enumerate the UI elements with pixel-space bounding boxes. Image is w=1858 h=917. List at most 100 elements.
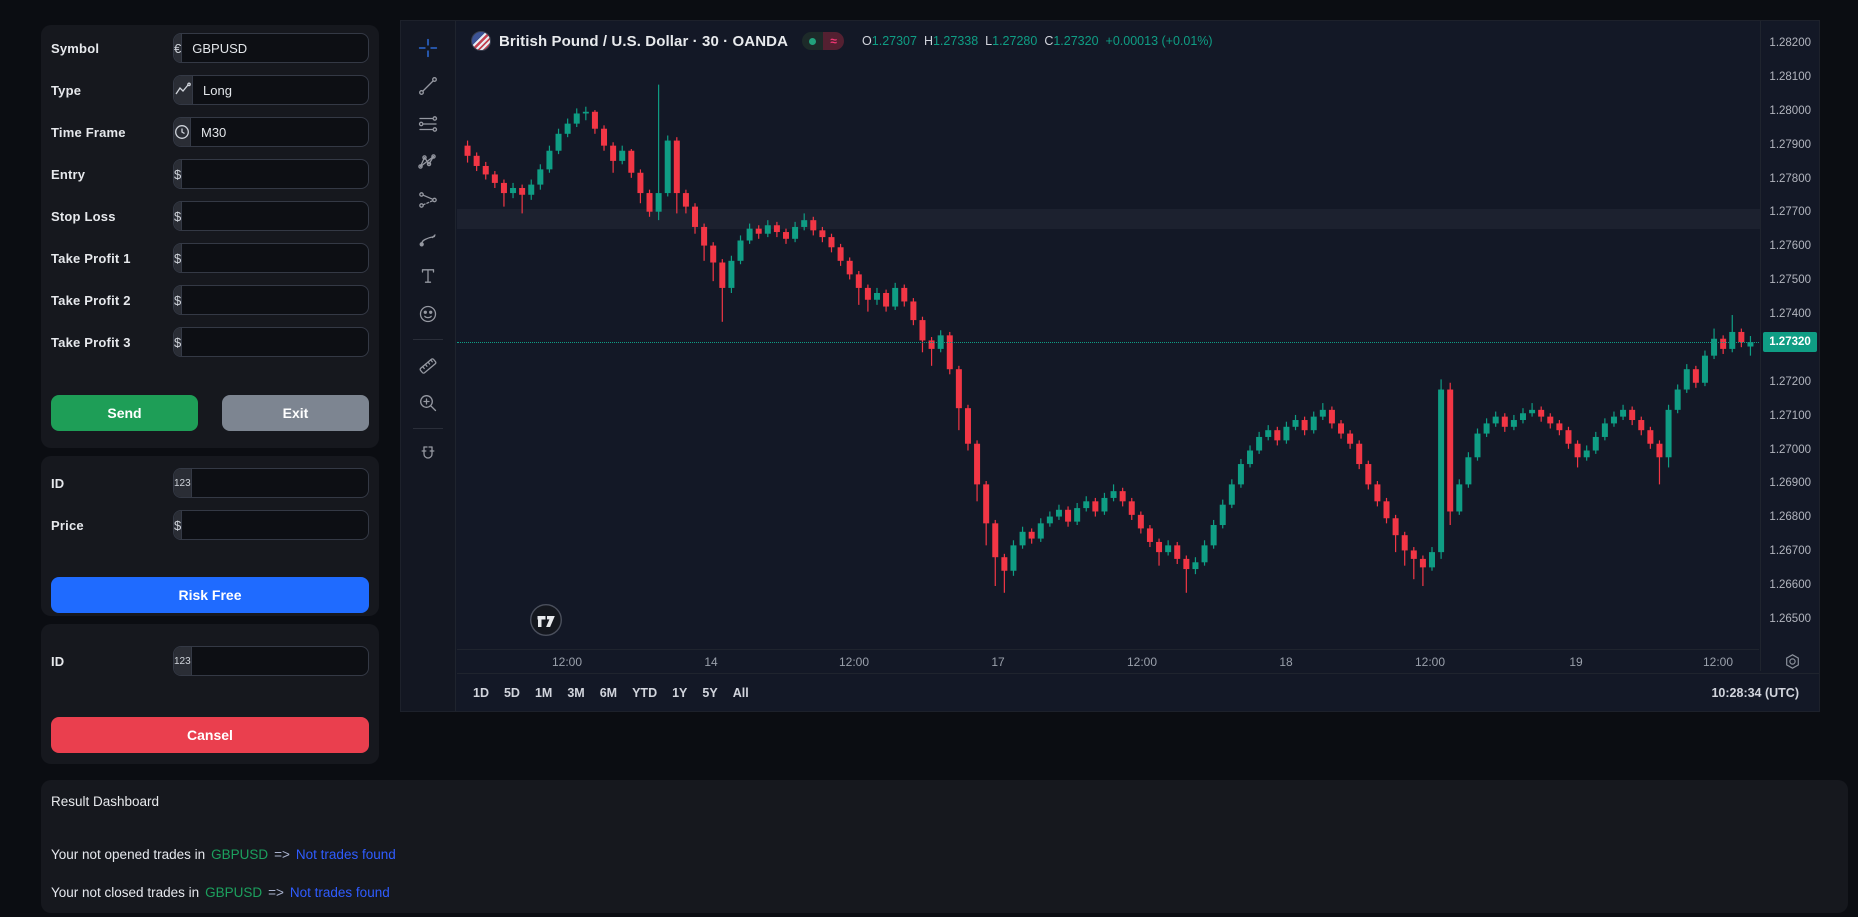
symbol-input[interactable] xyxy=(182,34,368,62)
range-button-all[interactable]: All xyxy=(732,686,749,700)
line-arrow: => xyxy=(274,847,290,862)
settings-gear-icon[interactable] xyxy=(1784,653,1801,675)
send-button[interactable]: Send xyxy=(51,395,198,431)
range-button-5d[interactable]: 5D xyxy=(503,686,520,700)
risk-free-button[interactable]: Risk Free xyxy=(51,577,369,613)
time-axis-label: 12:00 xyxy=(551,655,583,669)
drawing-toolbar xyxy=(401,21,456,711)
takeprofit3-row: Take Profit 3 $ xyxy=(51,327,369,357)
takeprofit1-row: Take Profit 1 $ xyxy=(51,243,369,273)
time-axis-label: 12:00 xyxy=(1126,655,1158,669)
text-tool-button[interactable] xyxy=(409,257,447,295)
price-field[interactable]: $ xyxy=(173,510,369,540)
emoji-tool-button[interactable] xyxy=(409,295,447,333)
time-axis[interactable]: 12:00 14 12:00 17 12:00 18 12:00 19 12:00 xyxy=(457,649,1759,673)
toolbar-divider xyxy=(413,428,443,429)
cancel-id-input[interactable] xyxy=(191,647,368,675)
zoom-in-tool-button[interactable] xyxy=(409,384,447,422)
pattern-tool-button[interactable] xyxy=(409,143,447,181)
open-key: O xyxy=(862,34,872,48)
chart-line-icon xyxy=(174,76,193,104)
brush-tool-button[interactable] xyxy=(409,219,447,257)
crosshair-tool-button[interactable] xyxy=(409,29,447,67)
timeframe-input[interactable] xyxy=(191,118,368,146)
takeprofit2-input[interactable] xyxy=(182,286,368,314)
change-value: +0.00013 (+0.01%) xyxy=(1105,34,1213,48)
tradingview-logo[interactable] xyxy=(529,603,563,642)
takeprofit1-field[interactable]: $ xyxy=(173,243,369,273)
cancel-button[interactable]: Cansel xyxy=(51,717,369,753)
price-axis-label: 1.27500 xyxy=(1769,274,1811,287)
exit-button[interactable]: Exit xyxy=(222,395,369,431)
id-field[interactable]: 123 xyxy=(173,468,369,498)
takeprofit3-field[interactable]: $ xyxy=(173,327,369,357)
result-dashboard: Result Dashboard Your not opened trades … xyxy=(41,780,1848,913)
symbol-row: Symbol € xyxy=(51,33,369,63)
takeprofit2-label: Take Profit 2 xyxy=(51,292,131,308)
utc-clock[interactable]: 10:28:34 (UTC) xyxy=(1711,686,1799,700)
price-axis-label: 1.27800 xyxy=(1769,172,1811,185)
entry-input[interactable] xyxy=(182,160,368,188)
candlestick-series xyxy=(464,84,1754,593)
range-button-1y[interactable]: 1Y xyxy=(672,686,688,700)
price-axis[interactable]: 1.27320 1.28200 1.28100 1.28000 1.27900 1.27… xyxy=(1760,21,1819,671)
type-row: Type xyxy=(51,75,369,105)
takeprofit1-input[interactable] xyxy=(182,244,368,272)
currency-pair-flag-icon xyxy=(471,31,491,51)
price-axis-label: 1.26500 xyxy=(1769,612,1811,625)
range-button-5y[interactable]: 5Y xyxy=(702,686,718,700)
cancel-id-field[interactable]: 123 xyxy=(173,646,369,676)
range-button-ytd[interactable]: YTD xyxy=(632,686,658,700)
price-axis-label: 1.27100 xyxy=(1769,409,1811,422)
dollar-icon: $ xyxy=(174,244,183,272)
price-axis-label: 1.26800 xyxy=(1769,511,1811,524)
takeprofit2-field[interactable]: $ xyxy=(173,285,369,315)
price-axis-label: 1.27600 xyxy=(1769,240,1811,253)
price-axis-label: 1.27700 xyxy=(1769,206,1811,219)
close-key: C xyxy=(1044,34,1054,48)
price-input[interactable] xyxy=(182,511,368,539)
price-axis-label: 1.27400 xyxy=(1769,308,1811,320)
type-field[interactable] xyxy=(173,75,369,105)
line-result: Not trades found xyxy=(289,885,390,900)
id-input[interactable] xyxy=(191,469,368,497)
line-text: Your not opened trades in xyxy=(51,847,206,862)
trend-line-tool-button[interactable] xyxy=(409,67,447,105)
entry-field[interactable]: $ xyxy=(173,159,369,189)
close-value: 1.27320 xyxy=(1053,34,1099,48)
takeprofit3-input[interactable] xyxy=(182,328,368,356)
dollar-icon: $ xyxy=(174,160,183,188)
order-card: Symbol € Type Time Frame Entry $ xyxy=(41,25,379,448)
line-text: Your not closed trades in xyxy=(51,885,200,900)
stoploss-field[interactable]: $ xyxy=(173,201,369,231)
stoploss-input[interactable] xyxy=(182,202,368,230)
low-key: L xyxy=(985,34,993,48)
range-button-1d[interactable]: 1D xyxy=(473,686,489,700)
range-button-1m[interactable]: 1M xyxy=(534,686,553,700)
candlestick-plot[interactable]: British Pound / U.S. Dollar · 30 · OANDA… xyxy=(457,21,1761,649)
line-result: Not trades found xyxy=(295,847,396,862)
stoploss-label: Stop Loss xyxy=(51,208,116,224)
id-row: ID 123 xyxy=(51,468,369,498)
open-value: 1.27307 xyxy=(871,34,917,48)
euro-icon: € xyxy=(174,34,183,62)
price-axis-label: 1.27000 xyxy=(1769,443,1811,456)
cancel-id-label: ID xyxy=(51,653,65,669)
ruler-tool-button[interactable] xyxy=(409,346,447,384)
fib-retracement-tool-button[interactable] xyxy=(409,105,447,143)
symbol-field[interactable]: € xyxy=(173,33,369,63)
clock-icon xyxy=(174,118,191,146)
range-toolbar: 1D 5D 1M 3M 6M YTD 1Y 5Y All 10:28:34 (UTC) xyxy=(457,673,1819,712)
highlight-band xyxy=(457,209,1761,229)
type-input[interactable] xyxy=(193,76,368,104)
projection-tool-button[interactable] xyxy=(409,181,447,219)
line-symbol: GBPUSD xyxy=(205,885,263,900)
price-axis-label: 1.27200 xyxy=(1769,375,1811,388)
range-button-6m[interactable]: 6M xyxy=(599,686,618,700)
type-label: Type xyxy=(51,82,82,98)
market-status-toggle[interactable]: ≈ xyxy=(802,32,845,50)
magnet-tool-button[interactable] xyxy=(409,435,447,473)
range-button-3m[interactable]: 3M xyxy=(567,686,585,700)
timeframe-field[interactable] xyxy=(173,117,369,147)
